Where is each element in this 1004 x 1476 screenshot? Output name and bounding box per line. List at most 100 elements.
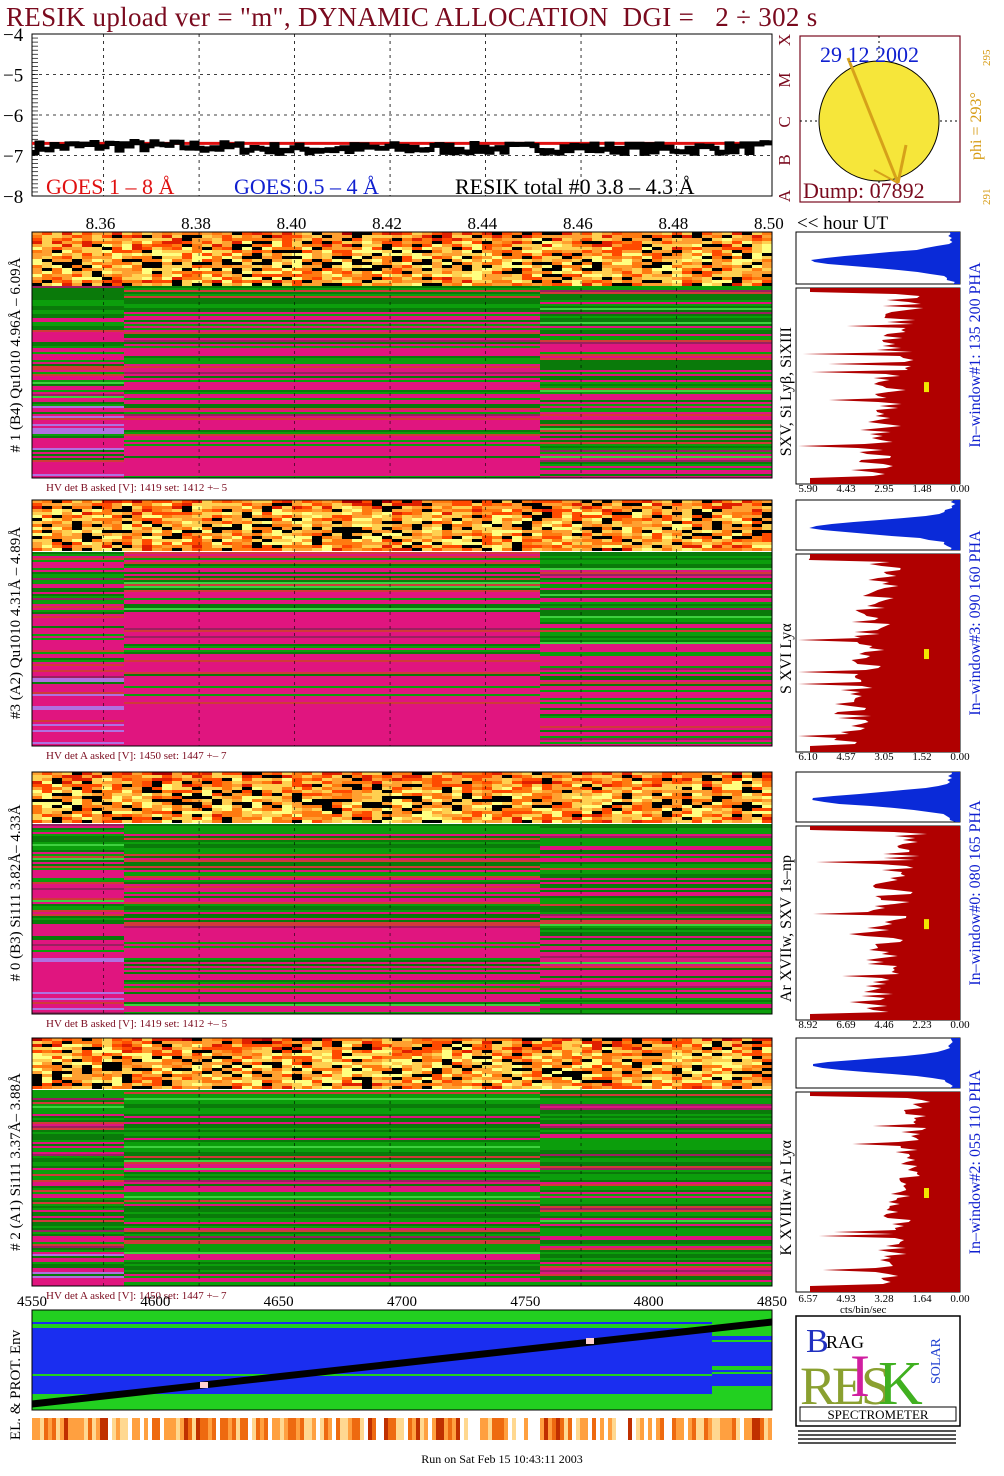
heat-cell [722,500,732,503]
heat-cell [532,545,542,548]
heat-cell [392,542,402,545]
spectrum-row [124,720,540,722]
heat-cell [742,817,752,820]
heat-cell [132,536,142,539]
heat-cell [252,536,262,539]
heat-cell [442,790,452,793]
heat-cell [202,506,212,509]
heat-cell [602,805,612,808]
heat-cell [52,799,62,802]
spectrum-row [32,666,124,668]
spectrum-row [540,614,772,616]
spectrum-row [540,986,772,988]
heat-cell [162,512,172,515]
heat-cell [442,259,452,262]
heat-cell [32,545,42,548]
heat-cell [352,268,362,271]
heat-cell [622,781,632,784]
heat-cell [182,509,192,512]
spectrum-row [32,392,124,394]
heat-cell [492,536,502,539]
heat-cell [592,524,602,527]
heat-cell [292,814,302,817]
heat-cell [502,545,512,548]
heat-cell [722,820,732,823]
spectrum-row [540,692,772,694]
heat-cell [192,235,202,238]
heat-cell [592,244,602,247]
heat-cell [582,253,592,256]
heat-cell [432,512,442,515]
heat-cell [722,256,732,259]
heat-cell [542,232,552,235]
heat-cell [142,530,152,533]
spectrum-row [124,298,540,300]
spectrum-row [540,918,772,920]
heat-cell [182,235,192,238]
spectrum-row [540,670,772,672]
spectrum-row [124,916,540,918]
heat-cell [472,775,482,778]
heat-cell [402,784,412,787]
spectrum-row [124,668,540,670]
heat-cell [692,536,702,539]
heat-cell [142,793,152,796]
heat-cell [42,790,52,793]
heat-cell [502,784,512,787]
heat-cell [562,241,572,244]
heat-cell [712,518,722,521]
heat-cell [692,247,702,250]
heat-cell [112,1038,122,1041]
heat-cell [212,796,222,799]
heat-cell [752,796,762,799]
spectrum-row [124,706,540,708]
heat-cell [552,539,562,542]
spectrum-row [540,732,772,734]
heat-cell [722,259,732,262]
heat-cell [242,259,252,262]
heat-cell [692,283,702,286]
heat-cell [342,796,352,799]
heat-cell [752,283,762,286]
heat-cell [422,530,432,533]
heat-cell [532,244,542,247]
heat-cell [42,265,52,268]
heat-cell [132,545,142,548]
spectrum-row [32,830,124,832]
heat-cell [492,524,502,527]
heat-cell [432,793,442,796]
heat-cell [152,253,162,256]
heat-cell [722,262,732,265]
heat-cell [62,808,72,811]
heat-cell [112,250,122,253]
heat-cell [732,799,742,802]
heat-cell [512,253,522,256]
heat-cell [442,244,452,247]
heat-cell [412,268,422,271]
heat-cell [82,518,92,521]
heat-cell [92,530,102,533]
heat-cell [482,811,492,814]
heat-cell [532,539,542,542]
heat-cell [272,814,282,817]
heat-cell [372,274,382,277]
spectrum-row [124,590,540,592]
heat-cell [382,533,392,536]
heat-cell [62,799,72,802]
heat-cell [232,250,242,253]
spectrum-row [540,468,772,470]
heat-cell [612,820,622,823]
spectrum-row [540,422,772,424]
heat-cell [562,808,572,811]
heat-cell [462,811,472,814]
spectrum-row [32,620,124,622]
heat-cell [92,283,102,286]
heat-cell [32,271,42,274]
heat-cell [162,796,172,799]
heat-cell [512,515,522,518]
heat-cell [572,545,582,548]
heat-cell [572,775,582,778]
heat-cell [202,256,212,259]
heat-cell [122,548,132,551]
heat-cell [112,235,122,238]
